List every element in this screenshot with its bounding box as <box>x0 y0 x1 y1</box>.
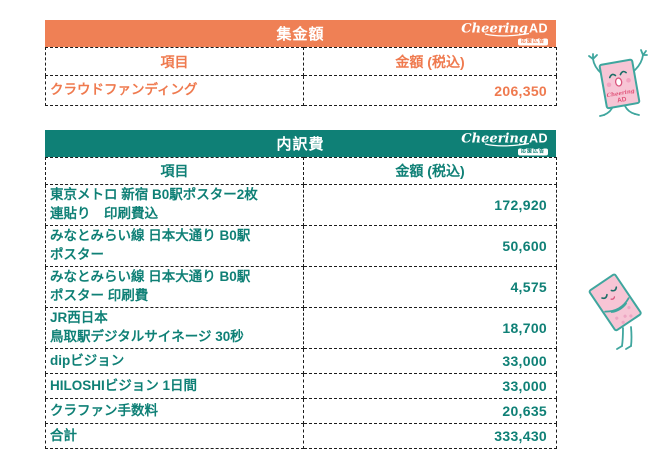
mascot-jumping-poster-icon: Cheering AD <box>588 49 648 117</box>
total-amount-value: 333,430 <box>303 423 557 449</box>
svg-text:Cheering: Cheering <box>606 88 635 99</box>
logo-swoosh-icon <box>484 142 530 147</box>
row-amount-value: 33,000 <box>303 373 557 399</box>
breakdown-table-title-bar: 内訳費 Cheering AD 応援広告 <box>45 130 556 157</box>
logo-badge: 応援広告 <box>517 148 548 155</box>
table-row: 東京メトロ 新宿 B0駅ポスター2枚 連貼り 印刷費込 172,920 <box>45 184 557 226</box>
row-amount-value: 50,600 <box>303 225 557 267</box>
cheeringad-logo: Cheering AD 応援広告 <box>461 22 548 45</box>
row-item-label: 東京メトロ 新宿 B0駅ポスター2枚 連貼り 印刷費込 <box>45 184 304 226</box>
cheeringad-logo: Cheering AD 応援広告 <box>461 132 548 155</box>
row-amount-value: 206,350 <box>303 75 557 106</box>
table-row: JR西日本 鳥取駅デジタルサイネージ 30秒 18,700 <box>45 307 557 349</box>
breakdown-table-title: 内訳費 <box>276 136 325 153</box>
logo-script-text: Cheering <box>461 21 528 36</box>
logo-script-text: Cheering <box>461 131 528 146</box>
column-header-item: 項目 <box>45 157 304 185</box>
column-header-amount: 金額 (税込) <box>303 47 557 76</box>
table-row: クラファン手数料 20,635 <box>45 398 557 424</box>
column-header-amount: 金額 (税込) <box>303 157 557 185</box>
breakdown-table-grid: 項目 金額 (税込) 東京メトロ 新宿 B0駅ポスター2枚 連貼り 印刷費込 1… <box>45 157 557 449</box>
table-row: HILOSHIビジョン 1日間 33,000 <box>45 373 557 399</box>
collection-table-title: 集金額 <box>276 26 325 43</box>
logo-badge: 応援広告 <box>517 38 548 45</box>
row-item-label: みなとみらい線 日本大通り B0駅 ポスター 印刷費 <box>45 266 304 308</box>
collection-table: 集金額 Cheering AD 応援広告 項目 金額 (税込) クラウドファンデ… <box>45 20 557 106</box>
table-row: みなとみらい線 日本大通り B0駅 ポスター 印刷費 4,575 <box>45 266 557 308</box>
row-amount-value: 172,920 <box>303 184 557 226</box>
row-item-label: JR西日本 鳥取駅デジタルサイネージ 30秒 <box>45 307 304 349</box>
logo-ad-text: AD <box>528 131 548 145</box>
logo-swoosh-icon <box>484 32 530 37</box>
row-amount-value: 33,000 <box>303 348 557 374</box>
cheeringad-logo-text: Cheering AD <box>461 22 548 35</box>
row-amount-value: 18,700 <box>303 307 557 349</box>
row-item-label: みなとみらい線 日本大通り B0駅 ポスター <box>45 225 304 267</box>
collection-table-header-row: 項目 金額 (税込) <box>45 47 557 76</box>
breakdown-table-header-row: 項目 金額 (税込) <box>45 157 557 185</box>
table-row: クラウドファンディング 206,350 <box>45 75 557 106</box>
row-amount-value: 20,635 <box>303 398 557 424</box>
row-item-label: HILOSHIビジョン 1日間 <box>45 373 304 399</box>
row-amount-value: 4,575 <box>303 266 557 308</box>
mascot-bowing-poster-icon <box>588 273 642 350</box>
breakdown-table: 内訳費 Cheering AD 応援広告 項目 金額 (税込) 東京メトロ 新宿… <box>45 130 557 449</box>
table-row: dipビジョン 33,000 <box>45 348 557 374</box>
collection-table-title-bar: 集金額 Cheering AD 応援広告 <box>45 20 556 47</box>
row-item-label: クラファン手数料 <box>45 398 304 424</box>
logo-ad-text: AD <box>528 21 548 35</box>
svg-text:AD: AD <box>617 96 628 105</box>
collection-table-grid: 項目 金額 (税込) クラウドファンディング 206,350 <box>45 47 557 106</box>
table-row: みなとみらい線 日本大通り B0駅 ポスター 50,600 <box>45 225 557 267</box>
row-item-label: dipビジョン <box>45 348 304 374</box>
cheeringad-logo-text: Cheering AD <box>461 132 548 145</box>
row-item-label: クラウドファンディング <box>45 75 304 106</box>
column-header-item: 項目 <box>45 47 304 76</box>
total-label: 合計 <box>45 423 304 449</box>
table-row-total: 合計 333,430 <box>45 423 557 449</box>
